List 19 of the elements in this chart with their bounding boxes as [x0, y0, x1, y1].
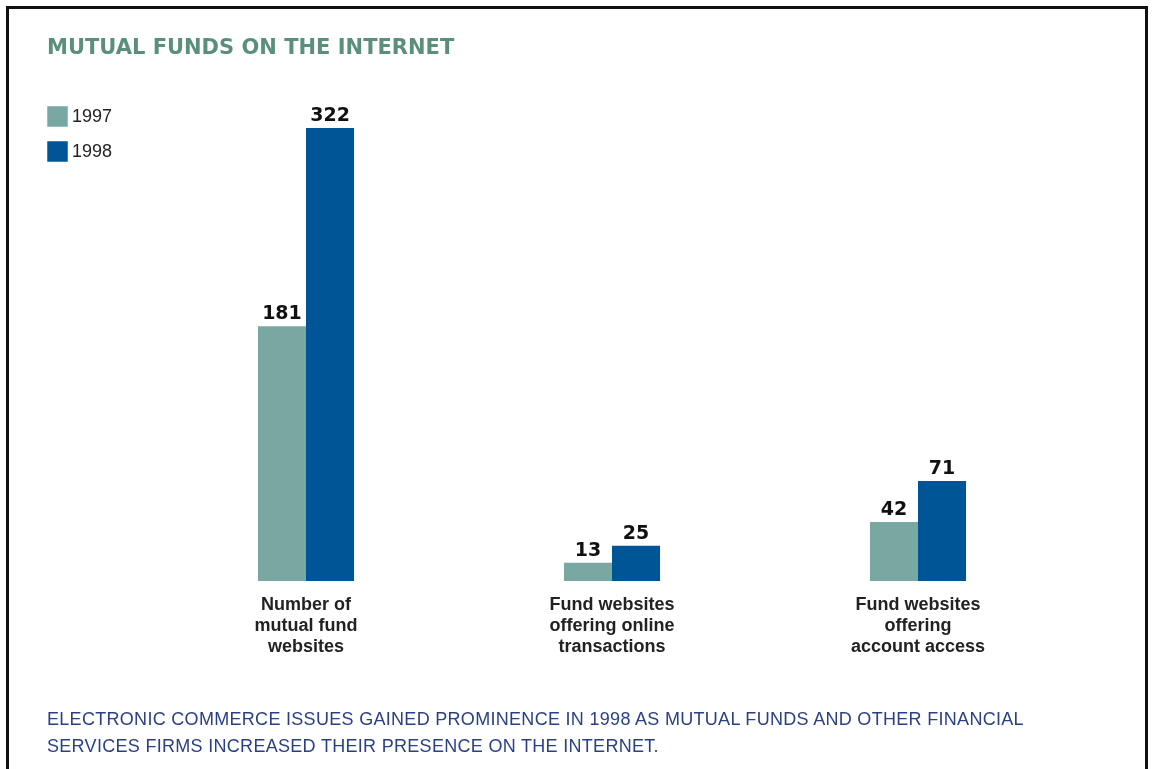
data-label: 13	[574, 537, 602, 560]
legend-label: 1998	[72, 140, 113, 161]
x-tick-label: Number of mutual fund websites	[254, 593, 358, 656]
bar	[563, 562, 612, 581]
legend-label: 1997	[72, 105, 113, 126]
bar	[257, 326, 306, 581]
x-tick-label: Fund websites offering account access	[850, 593, 986, 656]
data-label: 322	[310, 103, 350, 125]
chart-title: MUTUAL FUNDS ON THE INTERNET	[47, 35, 455, 59]
bar	[612, 545, 661, 581]
bar	[306, 128, 355, 581]
data-label: 25	[622, 520, 650, 543]
text: ELECTRONIC COMMERCE ISSUES GAINED PROMINENCE IN 1998 AS MUTUAL FUNDS AND OTHER FINANCIAL SERVICES FIRMS INCREASED THEIR PRESENCE ON THE INTERNET.	[47, 708, 1025, 758]
bar	[869, 521, 918, 581]
data-label: 42	[880, 496, 908, 519]
data-label: 71	[928, 456, 956, 479]
bar	[918, 481, 967, 581]
data-label: 181	[262, 301, 302, 324]
x-tick-label: Fund websites offering online transactions	[549, 593, 675, 656]
